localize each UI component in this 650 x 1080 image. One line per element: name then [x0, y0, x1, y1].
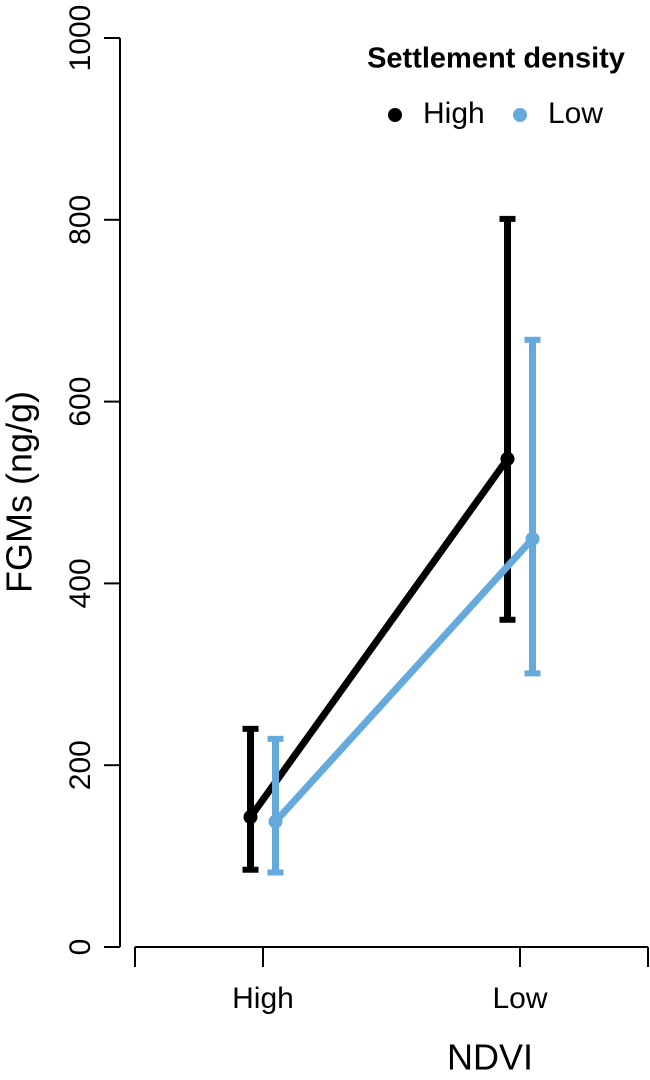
point	[268, 814, 283, 829]
y-tick-label: 400	[64, 558, 97, 608]
point	[500, 451, 515, 466]
legend-marker	[513, 108, 527, 122]
x-axis-title: NDVI	[447, 1037, 533, 1078]
y-tick-label: 1000	[64, 5, 97, 72]
y-axis-title: FGMs (ng/g)	[0, 391, 40, 593]
legend-title: Settlement density	[367, 43, 625, 75]
y-tick-label: 0	[64, 939, 97, 956]
legend-label: Low	[548, 97, 603, 130]
y-tick-label: 600	[64, 377, 97, 427]
legend-marker	[388, 108, 402, 122]
legend-label: High	[423, 97, 485, 130]
x-tick-label: Low	[492, 982, 547, 1015]
series-line	[272, 536, 536, 824]
series-line	[247, 456, 511, 820]
point	[525, 531, 540, 546]
y-tick-label: 800	[64, 195, 97, 245]
point	[243, 810, 258, 825]
y-tick-label: 200	[64, 740, 97, 790]
x-tick-label: High	[232, 982, 294, 1015]
